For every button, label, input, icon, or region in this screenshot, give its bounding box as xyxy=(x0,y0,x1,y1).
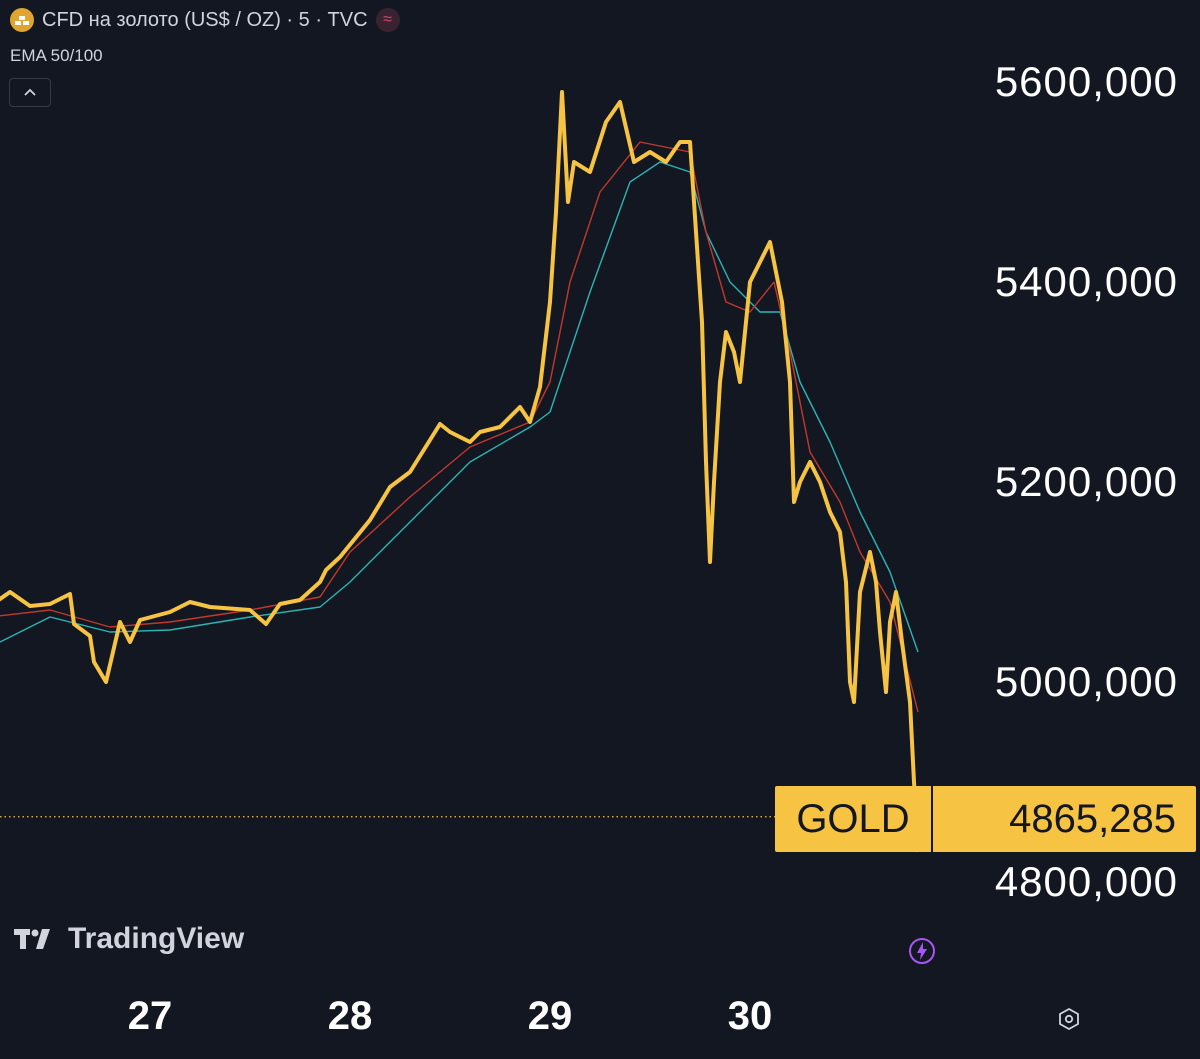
x-tick-label: 30 xyxy=(727,994,773,1038)
y-tick-label: 5000,000 xyxy=(994,658,1178,705)
price-tag-symbol: GOLD xyxy=(775,786,933,852)
y-tick-label: 5600,000 xyxy=(994,58,1178,105)
price-tag-value: 4865,285 xyxy=(1009,796,1176,841)
x-tick-label: 27 xyxy=(127,994,173,1038)
settings-icon[interactable] xyxy=(1056,1006,1082,1032)
y-tick-label: 4800,000 xyxy=(994,858,1178,905)
y-tick-label: 5400,000 xyxy=(994,258,1178,305)
x-tick-label: 29 xyxy=(527,994,573,1038)
y-tick-label: 5200,000 xyxy=(994,458,1178,505)
last-price-tag: GOLD 4865,285 xyxy=(775,786,1196,852)
collapse-legend-button[interactable] xyxy=(9,78,51,107)
brand-name: TradingView xyxy=(68,922,245,955)
price-series-line xyxy=(0,90,920,853)
approx-icon[interactable]: ≈ xyxy=(375,8,400,32)
tradingview-icon xyxy=(14,929,50,949)
lightning-icon[interactable] xyxy=(908,937,936,965)
indicator-label[interactable]: EMA 50/100 xyxy=(10,46,103,65)
tradingview-logo: TradingView xyxy=(14,922,244,956)
chart-header: CFD на золото (US$ / OZ) · 5 · TVC ≈ xyxy=(10,8,400,32)
x-tick-label: 28 xyxy=(327,994,373,1038)
symbol-title[interactable]: CFD на золото (US$ / OZ) · 5 · TVC xyxy=(42,8,368,31)
gold-bars-icon xyxy=(10,8,34,32)
chevron-up-icon xyxy=(23,84,37,102)
ema-100-line xyxy=(0,161,919,653)
